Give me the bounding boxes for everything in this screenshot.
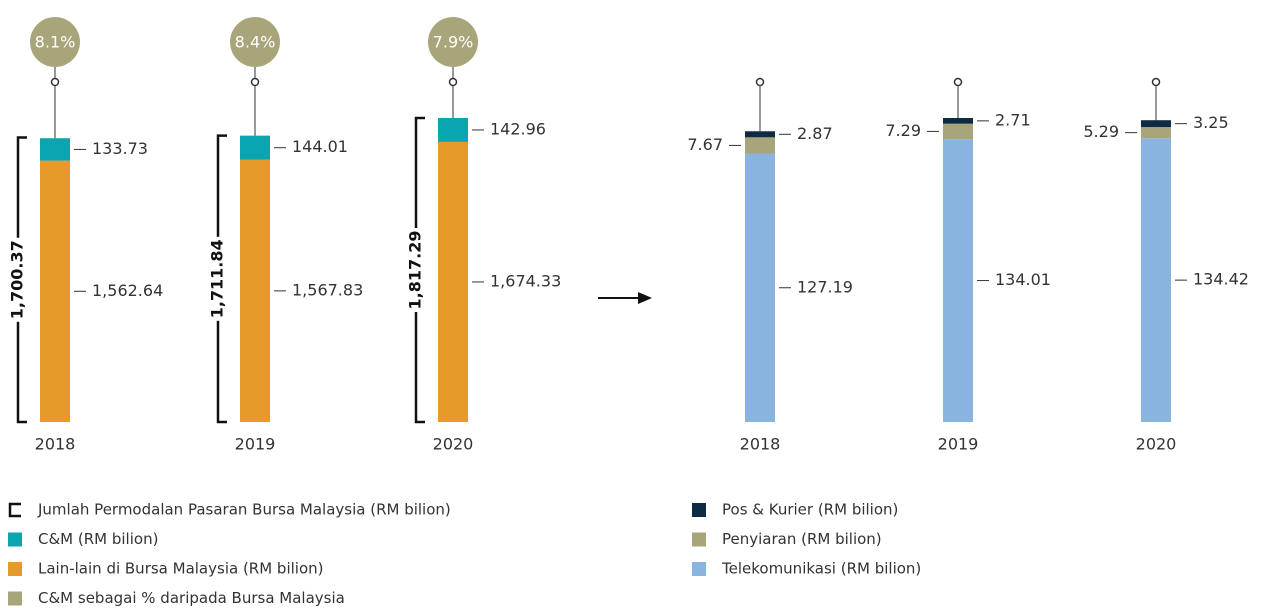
bar-segment [240,135,270,160]
value-label: 134.01 [995,270,1051,289]
bar-segment [943,118,973,124]
bar-segment [1141,120,1171,128]
legend-label: C&M (RM bilion) [38,530,158,548]
bar-segment [240,159,270,423]
total-label: 1,817.29 [406,231,425,310]
legend-swatch [692,562,706,576]
total-label-bg [208,236,228,321]
legend-label: Telekomunikasi (RM bilion) [721,560,921,578]
legend-swatch [8,562,22,576]
x-tick-label: 2018 [35,435,76,454]
value-label: 142.96 [490,119,546,138]
share-label: 7.9% [433,33,474,52]
value-label: 7.67 [687,135,723,154]
stem-ring [953,77,963,87]
legend-swatch [692,503,706,517]
legend-swatch [8,532,22,547]
x-tick-label: 2018 [740,435,781,454]
legend-swatch [8,591,22,606]
legend-label: Lain-lain di Bursa Malaysia (RM bilion) [38,560,324,578]
bar-segment [1141,127,1171,139]
arrow [598,292,652,304]
bar-segment [438,118,468,142]
value-label: 127.19 [797,277,853,296]
stem-ring [448,77,458,87]
bar-segment [745,153,775,423]
share-circle [230,17,280,67]
stem-ring [1151,77,1161,87]
bar-segment [745,131,775,138]
value-label: 7.29 [885,121,921,140]
value-label: 1,562.64 [92,281,163,300]
value-label: 2.87 [797,124,833,143]
share-circle [30,17,80,67]
bar-segment [745,137,775,154]
x-tick-label: 2019 [938,435,979,454]
value-label: 2.71 [995,110,1031,129]
bar-segment [438,141,468,422]
stem-ring [50,77,60,87]
x-tick-label: 2020 [1136,435,1177,454]
value-label: 144.01 [292,137,348,156]
stem-ring [250,77,260,87]
bar-segment [40,138,70,161]
share-circle [428,17,478,67]
legend-label: Jumlah Permodalan Pasaran Bursa Malaysia… [37,501,451,519]
legend-label: C&M sebagai % daripada Bursa Malaysia [38,589,345,607]
bar-segment [943,139,973,422]
legend-swatch [8,502,21,518]
x-tick-label: 2020 [433,435,474,454]
legend-swatch [692,532,706,547]
value-label: 1,567.83 [292,280,363,299]
total-label-bg [8,237,28,322]
x-tick-label: 2019 [235,435,276,454]
value-label: 133.73 [92,139,148,158]
bar-segment [40,160,70,422]
bar-segment [1141,138,1171,423]
total-label: 1,711.84 [208,239,227,318]
value-label: 134.42 [1193,270,1249,289]
share-label: 8.4% [235,33,276,52]
bar-segment [943,123,973,140]
legend-label: Pos & Kurier (RM bilion) [722,501,898,519]
total-label-bg [406,228,426,312]
value-label: 1,674.33 [490,271,561,290]
stem-ring [755,77,765,87]
total-label: 1,700.37 [8,240,27,319]
share-label: 8.1% [35,33,76,52]
value-label: 5.29 [1083,122,1119,141]
legend-label: Penyiaran (RM bilion) [722,530,882,548]
value-label: 3.25 [1193,113,1229,132]
